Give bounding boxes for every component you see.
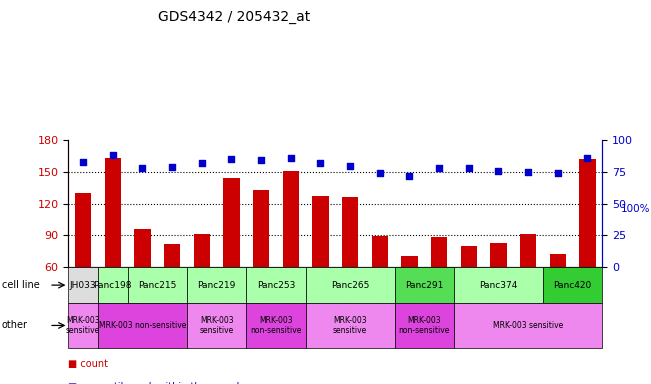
Text: Panc198: Panc198 <box>94 281 132 290</box>
Bar <box>460 246 477 267</box>
Bar <box>454 267 543 303</box>
Point <box>582 155 592 161</box>
Text: ■ percentile rank within the sample: ■ percentile rank within the sample <box>68 382 245 384</box>
Text: MRK-003
non-sensitive: MRK-003 non-sensitive <box>398 316 450 335</box>
Y-axis label: 100%: 100% <box>621 204 650 214</box>
Text: cell line: cell line <box>2 280 40 290</box>
Point <box>286 155 296 161</box>
Point <box>167 164 177 170</box>
Bar <box>305 267 395 303</box>
Point <box>256 157 266 164</box>
Point <box>404 172 415 179</box>
Bar <box>246 267 305 303</box>
Text: MRK-003
sensitive: MRK-003 sensitive <box>333 316 367 335</box>
Bar <box>164 244 180 267</box>
Point <box>315 160 326 166</box>
Bar <box>187 267 246 303</box>
Bar <box>134 229 150 267</box>
Bar <box>342 197 358 267</box>
Bar <box>128 267 187 303</box>
Text: Panc291: Panc291 <box>405 281 443 290</box>
Point <box>78 159 89 165</box>
Point <box>345 162 355 169</box>
Bar <box>75 193 91 267</box>
Text: JH033: JH033 <box>70 281 96 290</box>
Point <box>137 165 148 171</box>
Bar <box>68 303 98 348</box>
Text: MRK-003
sensitive: MRK-003 sensitive <box>66 316 100 335</box>
Text: MRK-003 non-sensitive: MRK-003 non-sensitive <box>99 321 186 330</box>
Text: Panc215: Panc215 <box>138 281 176 290</box>
Text: MRK-003 sensitive: MRK-003 sensitive <box>493 321 563 330</box>
Point <box>553 170 563 176</box>
Text: ■ count: ■ count <box>68 359 108 369</box>
Bar <box>543 267 602 303</box>
Bar <box>454 303 602 348</box>
Point <box>374 170 385 176</box>
Point <box>107 152 118 159</box>
Bar <box>187 303 246 348</box>
Point <box>227 156 237 162</box>
Point <box>197 160 207 166</box>
Bar <box>246 303 305 348</box>
Text: Panc265: Panc265 <box>331 281 369 290</box>
Bar <box>305 303 395 348</box>
Bar <box>431 237 447 267</box>
Bar <box>520 234 536 267</box>
Bar <box>312 196 329 267</box>
Bar <box>68 267 98 303</box>
Bar <box>549 254 566 267</box>
Text: Panc420: Panc420 <box>553 281 592 290</box>
Text: Panc374: Panc374 <box>479 281 518 290</box>
Point <box>464 165 474 171</box>
Text: MRK-003
sensitive: MRK-003 sensitive <box>199 316 234 335</box>
Bar <box>401 257 417 267</box>
Bar <box>395 267 454 303</box>
Bar <box>193 234 210 267</box>
Bar <box>283 171 299 267</box>
Text: Panc219: Panc219 <box>197 281 236 290</box>
Bar <box>98 303 187 348</box>
Point <box>493 167 504 174</box>
Bar <box>490 243 506 267</box>
Bar <box>105 158 121 267</box>
Text: Panc253: Panc253 <box>256 281 295 290</box>
Text: other: other <box>2 320 28 331</box>
Point <box>523 169 533 175</box>
Bar <box>579 159 596 267</box>
Text: GDS4342 / 205432_at: GDS4342 / 205432_at <box>158 10 311 23</box>
Bar <box>98 267 128 303</box>
Point <box>434 165 444 171</box>
Bar <box>253 190 270 267</box>
Bar <box>395 303 454 348</box>
Text: MRK-003
non-sensitive: MRK-003 non-sensitive <box>250 316 301 335</box>
Bar <box>223 178 240 267</box>
Bar <box>372 236 388 267</box>
